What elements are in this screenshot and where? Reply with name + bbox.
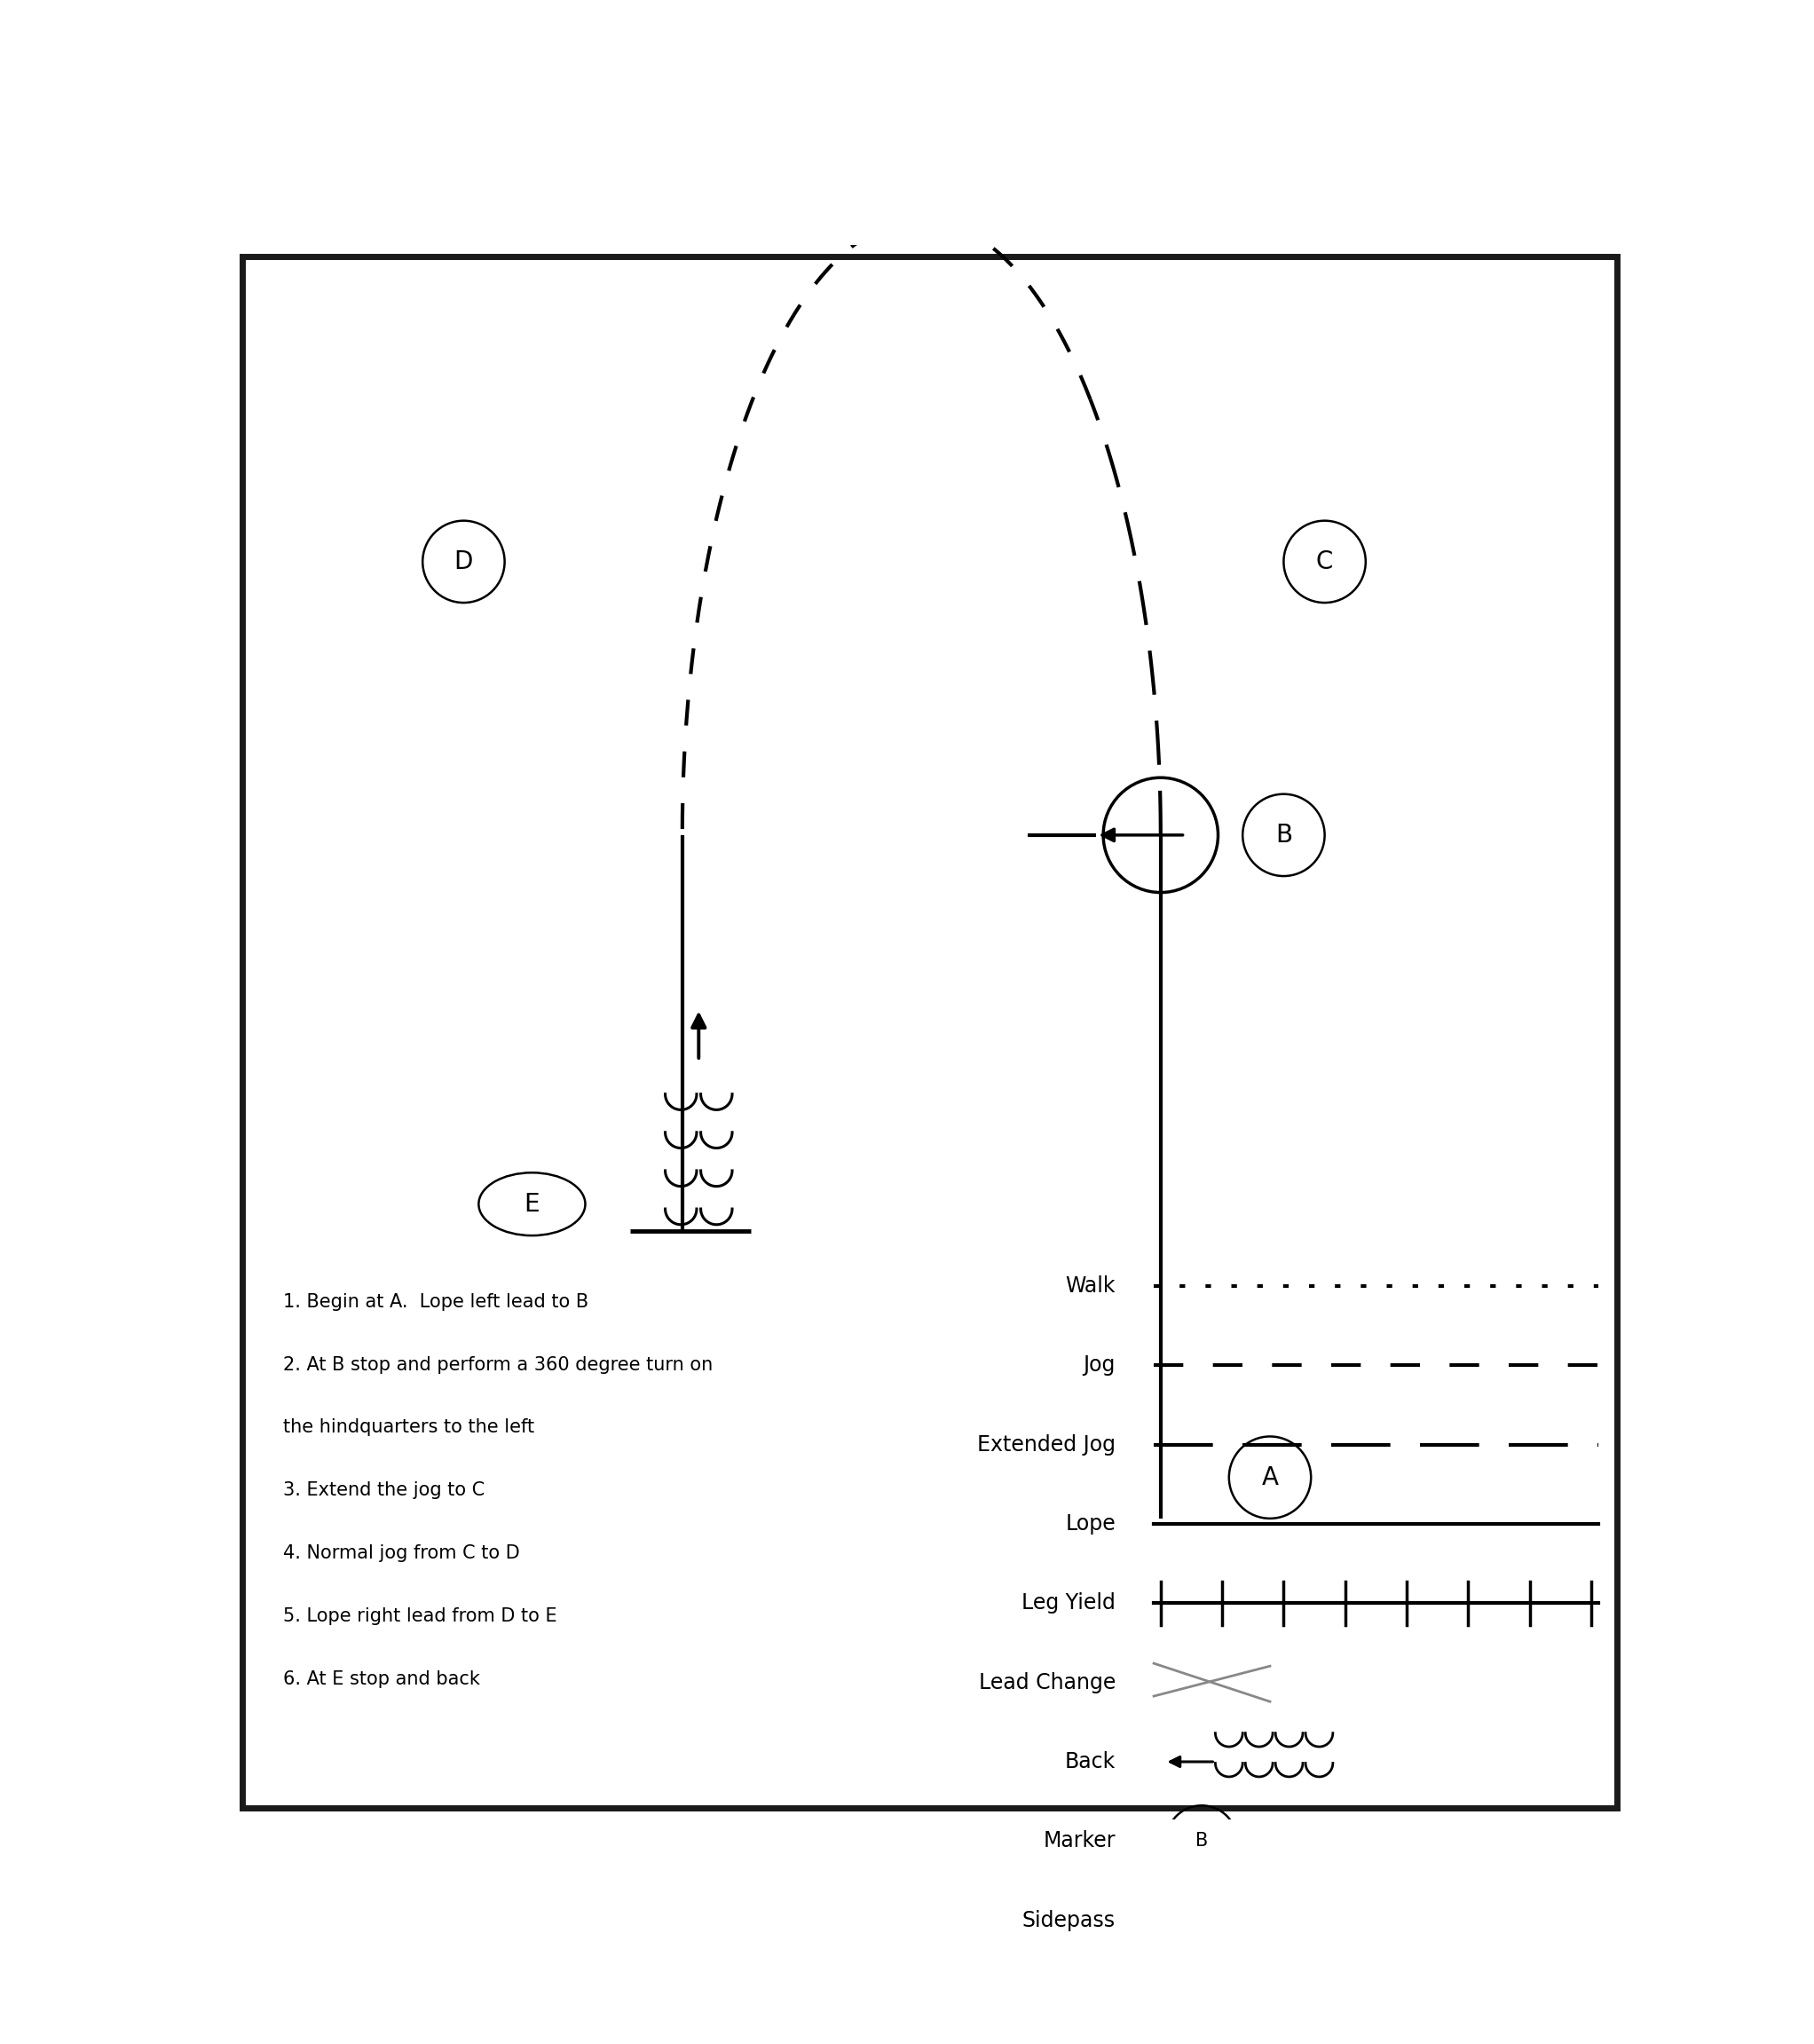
Text: Leg Yield: Leg Yield: [1021, 1592, 1116, 1615]
Text: 1. Begin at A.  Lope left lead to B: 1. Begin at A. Lope left lead to B: [283, 1294, 588, 1310]
Text: E: E: [524, 1192, 541, 1216]
Text: D: D: [454, 550, 473, 574]
Text: Jog: Jog: [1083, 1355, 1116, 1376]
Text: 3. Extend the jog to C: 3. Extend the jog to C: [283, 1482, 484, 1500]
Text: 2. At B stop and perform a 360 degree turn on: 2. At B stop and perform a 360 degree tu…: [283, 1355, 713, 1374]
Text: Back: Back: [1065, 1752, 1116, 1772]
Text: Extended Jog: Extended Jog: [978, 1435, 1116, 1455]
Text: Walk: Walk: [1065, 1275, 1116, 1296]
Text: Sidepass: Sidepass: [1023, 1909, 1116, 1932]
Text: 6. At E stop and back: 6. At E stop and back: [283, 1670, 481, 1688]
Text: B: B: [1195, 1831, 1208, 1850]
FancyBboxPatch shape: [243, 256, 1616, 1809]
Text: B: B: [1275, 822, 1292, 848]
Text: the hindquarters to the left: the hindquarters to the left: [283, 1419, 535, 1437]
Text: Lope: Lope: [1065, 1513, 1116, 1535]
Text: Marker: Marker: [1043, 1829, 1116, 1852]
Text: A: A: [1261, 1466, 1279, 1490]
Text: Lead Change: Lead Change: [978, 1672, 1116, 1692]
Text: C: C: [1317, 550, 1333, 574]
Text: 5. Lope right lead from D to E: 5. Lope right lead from D to E: [283, 1607, 557, 1625]
Text: 4. Normal jog from C to D: 4. Normal jog from C to D: [283, 1545, 521, 1562]
